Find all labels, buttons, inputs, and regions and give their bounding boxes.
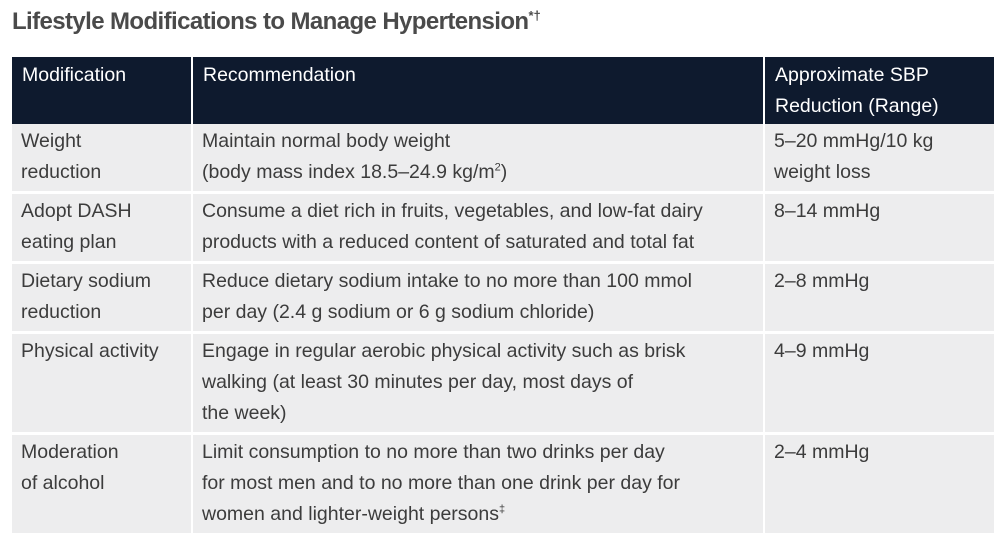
cell-line: Weight (21, 126, 183, 157)
cell-line: Consume a diet rich in fruits, vegetable… (202, 196, 755, 227)
table-row-weight-reduction: Weight reduction Maintain normal body we… (12, 124, 994, 193)
cell-line: products with a reduced content of satur… (202, 227, 755, 258)
cell-line: walking (at least 30 minutes per day, mo… (202, 367, 755, 398)
table-row-physical-activity: Physical activity Engage in regular aero… (12, 333, 994, 434)
page-title: Lifestyle Modifications to Manage Hypert… (12, 8, 541, 36)
cell-line: 2–4 mmHg (774, 437, 986, 468)
persons-text: women and lighter-weight persons (202, 503, 499, 525)
closing-paren: ) (501, 161, 508, 183)
cell-line: 5–20 mmHg/10 kg (774, 126, 986, 157)
cell-line: (body mass index 18.5–24.9 kg/m2) (202, 157, 755, 188)
cell-line: of alcohol (21, 468, 183, 499)
cell-modification: Adopt DASH eating plan (12, 193, 192, 263)
cell-recommendation: Engage in regular aerobic physical activ… (192, 333, 764, 434)
cell-line: Adopt DASH (21, 196, 183, 227)
table-row-moderation-of-alcohol: Moderation of alcohol Limit consumption … (12, 434, 994, 533)
cell-line: Physical activity (21, 336, 183, 367)
cell-line: Dietary sodium (21, 266, 183, 297)
cell-recommendation: Reduce dietary sodium intake to no more … (192, 263, 764, 333)
cell-modification: Weight reduction (12, 124, 192, 193)
header-row: Modification Recommendation Approximate … (12, 57, 994, 124)
table-row-dash-eating-plan: Adopt DASH eating plan Consume a diet ri… (12, 193, 994, 263)
cell-sbp-reduction: 4–9 mmHg (764, 333, 994, 434)
footnote-mark: ‡ (499, 504, 505, 516)
cell-modification: Moderation of alcohol (12, 434, 192, 533)
cell-line: per day (2.4 g sodium or 6 g sodium chlo… (202, 297, 755, 328)
table-row-dietary-sodium-reduction: Dietary sodium reduction Reduce dietary … (12, 263, 994, 333)
lifestyle-modifications-table: Modification Recommendation Approximate … (12, 57, 994, 533)
cell-line: women and lighter-weight persons‡ (202, 499, 755, 530)
header-sbp-line-1: Approximate SBP (775, 60, 986, 91)
cell-line: reduction (21, 157, 183, 188)
cell-sbp-reduction: 2–8 mmHg (764, 263, 994, 333)
cell-line: Engage in regular aerobic physical activ… (202, 336, 755, 367)
header-modification: Modification (12, 57, 192, 124)
cell-line: for most men and to no more than one dri… (202, 468, 755, 499)
cell-line: 4–9 mmHg (774, 336, 986, 367)
title-text: Lifestyle Modifications to Manage Hypert… (12, 8, 528, 35)
cell-sbp-reduction: 2–4 mmHg (764, 434, 994, 533)
table-body: Weight reduction Maintain normal body we… (12, 124, 994, 533)
title-footnote-marks: *† (528, 8, 540, 23)
table-header: Modification Recommendation Approximate … (12, 57, 994, 124)
cell-line: Maintain normal body weight (202, 126, 755, 157)
bmi-text: (body mass index 18.5–24.9 kg/m (202, 161, 495, 183)
cell-line: the week) (202, 398, 755, 429)
cell-modification: Dietary sodium reduction (12, 263, 192, 333)
cell-recommendation: Consume a diet rich in fruits, vegetable… (192, 193, 764, 263)
cell-line: Reduce dietary sodium intake to no more … (202, 266, 755, 297)
cell-line: 2–8 mmHg (774, 266, 986, 297)
cell-modification: Physical activity (12, 333, 192, 434)
cell-recommendation: Limit consumption to no more than two dr… (192, 434, 764, 533)
cell-line: eating plan (21, 227, 183, 258)
header-recommendation: Recommendation (192, 57, 764, 124)
cell-line: reduction (21, 297, 183, 328)
header-sbp-line-2: Reduction (Range) (775, 91, 986, 122)
cell-line: Moderation (21, 437, 183, 468)
cell-line: 8–14 mmHg (774, 196, 986, 227)
header-sbp-reduction: Approximate SBP Reduction (Range) (764, 57, 994, 124)
cell-sbp-reduction: 5–20 mmHg/10 kg weight loss (764, 124, 994, 193)
cell-recommendation: Maintain normal body weight (body mass i… (192, 124, 764, 193)
cell-sbp-reduction: 8–14 mmHg (764, 193, 994, 263)
cell-line: Limit consumption to no more than two dr… (202, 437, 755, 468)
cell-line: weight loss (774, 157, 986, 188)
